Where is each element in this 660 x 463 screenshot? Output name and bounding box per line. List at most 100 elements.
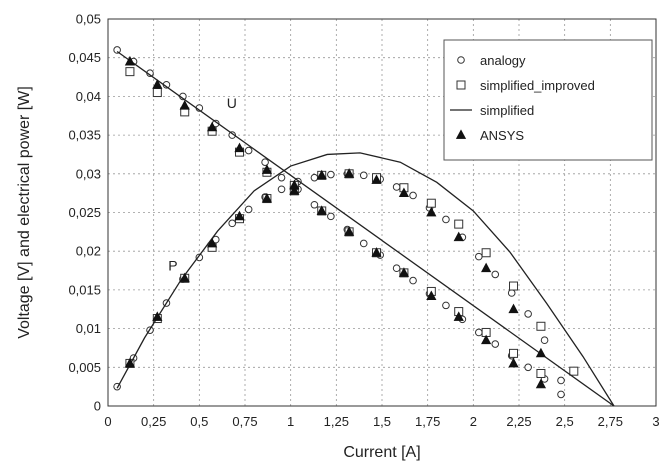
ANSYS-power-point <box>207 237 218 248</box>
data-series <box>113 46 615 407</box>
x-tick-label: 1 <box>287 414 294 429</box>
ANSYS-power-point <box>152 311 163 321</box>
ANSYS-power-point <box>426 206 437 217</box>
x-tick-label: 0,5 <box>190 414 208 429</box>
analogy-power-point <box>228 219 237 228</box>
y-tick-label: 0,03 <box>76 166 101 181</box>
analogy-voltage-point <box>244 146 253 155</box>
ANSYS-voltage-point <box>508 357 519 368</box>
analogy-voltage-point <box>261 158 269 166</box>
ANSYS-voltage-point <box>371 247 382 257</box>
ANSYS-voltage-point <box>234 142 245 153</box>
analogy-voltage-point <box>392 264 401 273</box>
analogy-voltage-point <box>327 212 335 221</box>
simplified_improved-voltage-point <box>569 366 579 376</box>
x-tick-label: 0,25 <box>141 414 166 429</box>
analogy-power-point <box>244 205 253 214</box>
analogy-voltage-point <box>524 363 532 372</box>
simplified-power-line <box>116 152 615 407</box>
ANSYS-voltage-point <box>453 311 464 321</box>
ANSYS-power-point <box>481 262 492 273</box>
ANSYS-voltage-point <box>207 121 218 132</box>
x-tick-label: 1,25 <box>324 414 349 429</box>
simplified_improved-voltage-point <box>125 67 135 77</box>
analogy-voltage-point <box>277 173 286 182</box>
analogy-power-point <box>359 171 368 180</box>
x-tick-label: 1,75 <box>415 414 440 429</box>
y-tick-label: 0,005 <box>68 360 101 375</box>
curve-labels: UP <box>168 95 237 274</box>
analogy-voltage-point <box>491 340 500 348</box>
simplified-voltage-line <box>116 50 615 407</box>
ANSYS-voltage-point <box>344 226 355 236</box>
x-tick-label: 3 <box>652 414 659 429</box>
ANSYS-voltage-point <box>152 79 163 89</box>
x-tick-label: 1,5 <box>373 414 391 429</box>
legend-square-symbol <box>456 80 466 90</box>
plot-area-frame <box>107 18 657 407</box>
analogy-power-point <box>310 173 319 182</box>
analogy-power-point <box>195 253 204 262</box>
ANSYS-power-point <box>261 192 273 203</box>
y-tick-label: 0,02 <box>76 244 101 259</box>
ANSYS-power-point <box>234 210 245 221</box>
ANSYS-power-point <box>535 347 547 358</box>
analogy-voltage-point <box>409 276 417 285</box>
ANSYS-power-point <box>453 231 464 242</box>
series-simplified <box>116 50 615 407</box>
ANSYS-voltage-point <box>398 267 410 277</box>
analogy-power-point <box>409 191 417 200</box>
legend-label: simplified_improved <box>480 78 595 93</box>
y-tick-label: 0,05 <box>76 12 101 27</box>
ANSYS-power-point <box>371 174 382 184</box>
simplified_improved-voltage-point <box>536 368 546 378</box>
analogy-power-point <box>327 170 335 179</box>
analogy-voltage-point <box>113 46 121 54</box>
simplified_improved-power-point <box>426 198 436 208</box>
y-tick-label: 0 <box>94 399 101 414</box>
ANSYS-voltage-point <box>289 185 300 195</box>
simplified_improved-voltage-point <box>152 88 162 98</box>
ANSYS-power-point <box>179 272 190 283</box>
legend-box <box>443 39 653 161</box>
analogy-voltage-point <box>475 328 483 337</box>
ANSYS-voltage-point <box>261 164 273 174</box>
legend-label: simplified <box>480 103 534 118</box>
x-tick-label: 2,75 <box>598 414 623 429</box>
tick-labels: 0 0,25 0,5 0,75 1 1,25 1,5 1,75 2 2,25 2,5 2,75 3 0 0,… <box>68 12 659 430</box>
x-axis-label: Current [A] <box>343 444 420 461</box>
ANSYS-power-point <box>344 168 355 178</box>
ANSYS-voltage-point <box>481 334 492 345</box>
legend-triangle-symbol <box>455 129 467 139</box>
ANSYS-power-point <box>398 187 410 198</box>
x-tick-label: 2,5 <box>556 414 574 429</box>
y-tick-label: 0,035 <box>68 128 101 143</box>
y-tick-label: 0,01 <box>76 321 101 336</box>
analogy-voltage-point <box>310 200 319 209</box>
series-ANSYS <box>124 55 547 389</box>
analogy-power-point <box>277 185 286 194</box>
analogy-voltage-point <box>557 390 565 399</box>
legend-circle-symbol <box>457 56 465 64</box>
simplified_improved-power-point <box>481 248 491 258</box>
analogy-power-point <box>507 289 516 297</box>
analogy-power-point <box>491 270 500 279</box>
analogy-power-point <box>475 252 483 261</box>
analogy-power-point <box>524 310 532 318</box>
x-tick-label: 2 <box>470 414 477 429</box>
analogy-power-point <box>442 215 450 224</box>
x-tick-label: 0,75 <box>232 414 257 429</box>
ANSYS-voltage-point <box>426 290 437 300</box>
y-tick-label: 0,045 <box>68 50 101 65</box>
analogy-power-point <box>557 376 565 385</box>
legend-label: analogy <box>480 53 526 68</box>
simplified_improved-power-point <box>536 321 546 331</box>
legend: analogy simplified_improved simplified ANSY… <box>443 39 653 161</box>
ANSYS-power-point <box>124 357 136 368</box>
analogy-power-point <box>392 183 401 191</box>
ANSYS-voltage-point <box>316 205 327 215</box>
simplified_improved-power-point <box>509 281 519 291</box>
ANSYS-power-point <box>289 179 300 190</box>
ANSYS-power-point <box>316 169 327 180</box>
